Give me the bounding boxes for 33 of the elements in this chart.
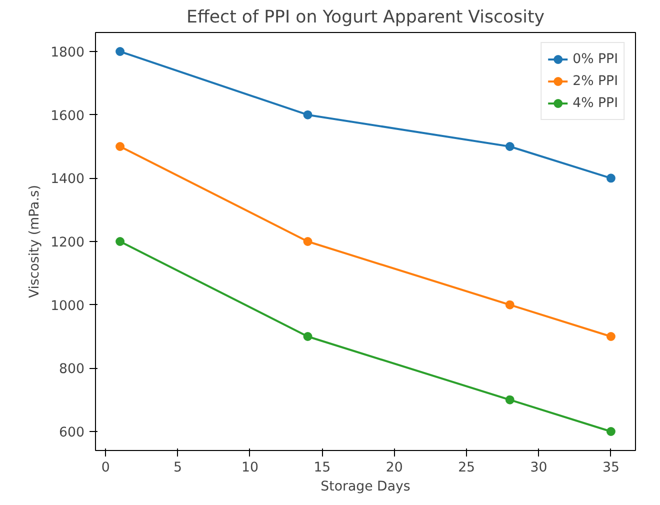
point [505,395,514,404]
legend-label: 4% PPI [572,96,618,110]
x-tick-label: 5 [174,460,182,476]
y-tick-label: 1000 [50,298,85,314]
x-tick-label: 35 [602,460,620,476]
y-tick-label: 1400 [50,172,85,188]
point [116,47,125,56]
point [606,174,616,183]
point [303,110,312,120]
x-tick-label: 15 [314,460,331,476]
y-tick-label: 1800 [50,46,85,60]
point [606,427,616,436]
y-tick-label: 1200 [50,236,85,250]
x-tick-label: 10 [242,460,258,476]
y-axis-title: Viscosity (mPa.s) [28,184,43,298]
chart-title: Effect of PPI on Yogurt Apparent Viscosity [186,8,545,28]
x-axis-title: Storage Days [320,480,410,494]
x-tick-label: 30 [530,460,548,476]
legend-label: 0% PPI [572,52,618,66]
x-tick-label: 25 [458,460,476,476]
point [505,142,514,151]
point [303,332,312,341]
y-tick-label: 800 [59,362,85,378]
x-tick-label: 20 [386,460,403,476]
y-tick-label: 600 [59,426,85,440]
y-tick-label: 1600 [50,108,85,124]
legend-label: 2% PPI [572,74,618,88]
x-tick-label: 0 [101,460,110,476]
point [116,237,125,246]
point [116,142,125,151]
point [505,300,514,310]
point [606,332,616,341]
point [303,237,312,246]
